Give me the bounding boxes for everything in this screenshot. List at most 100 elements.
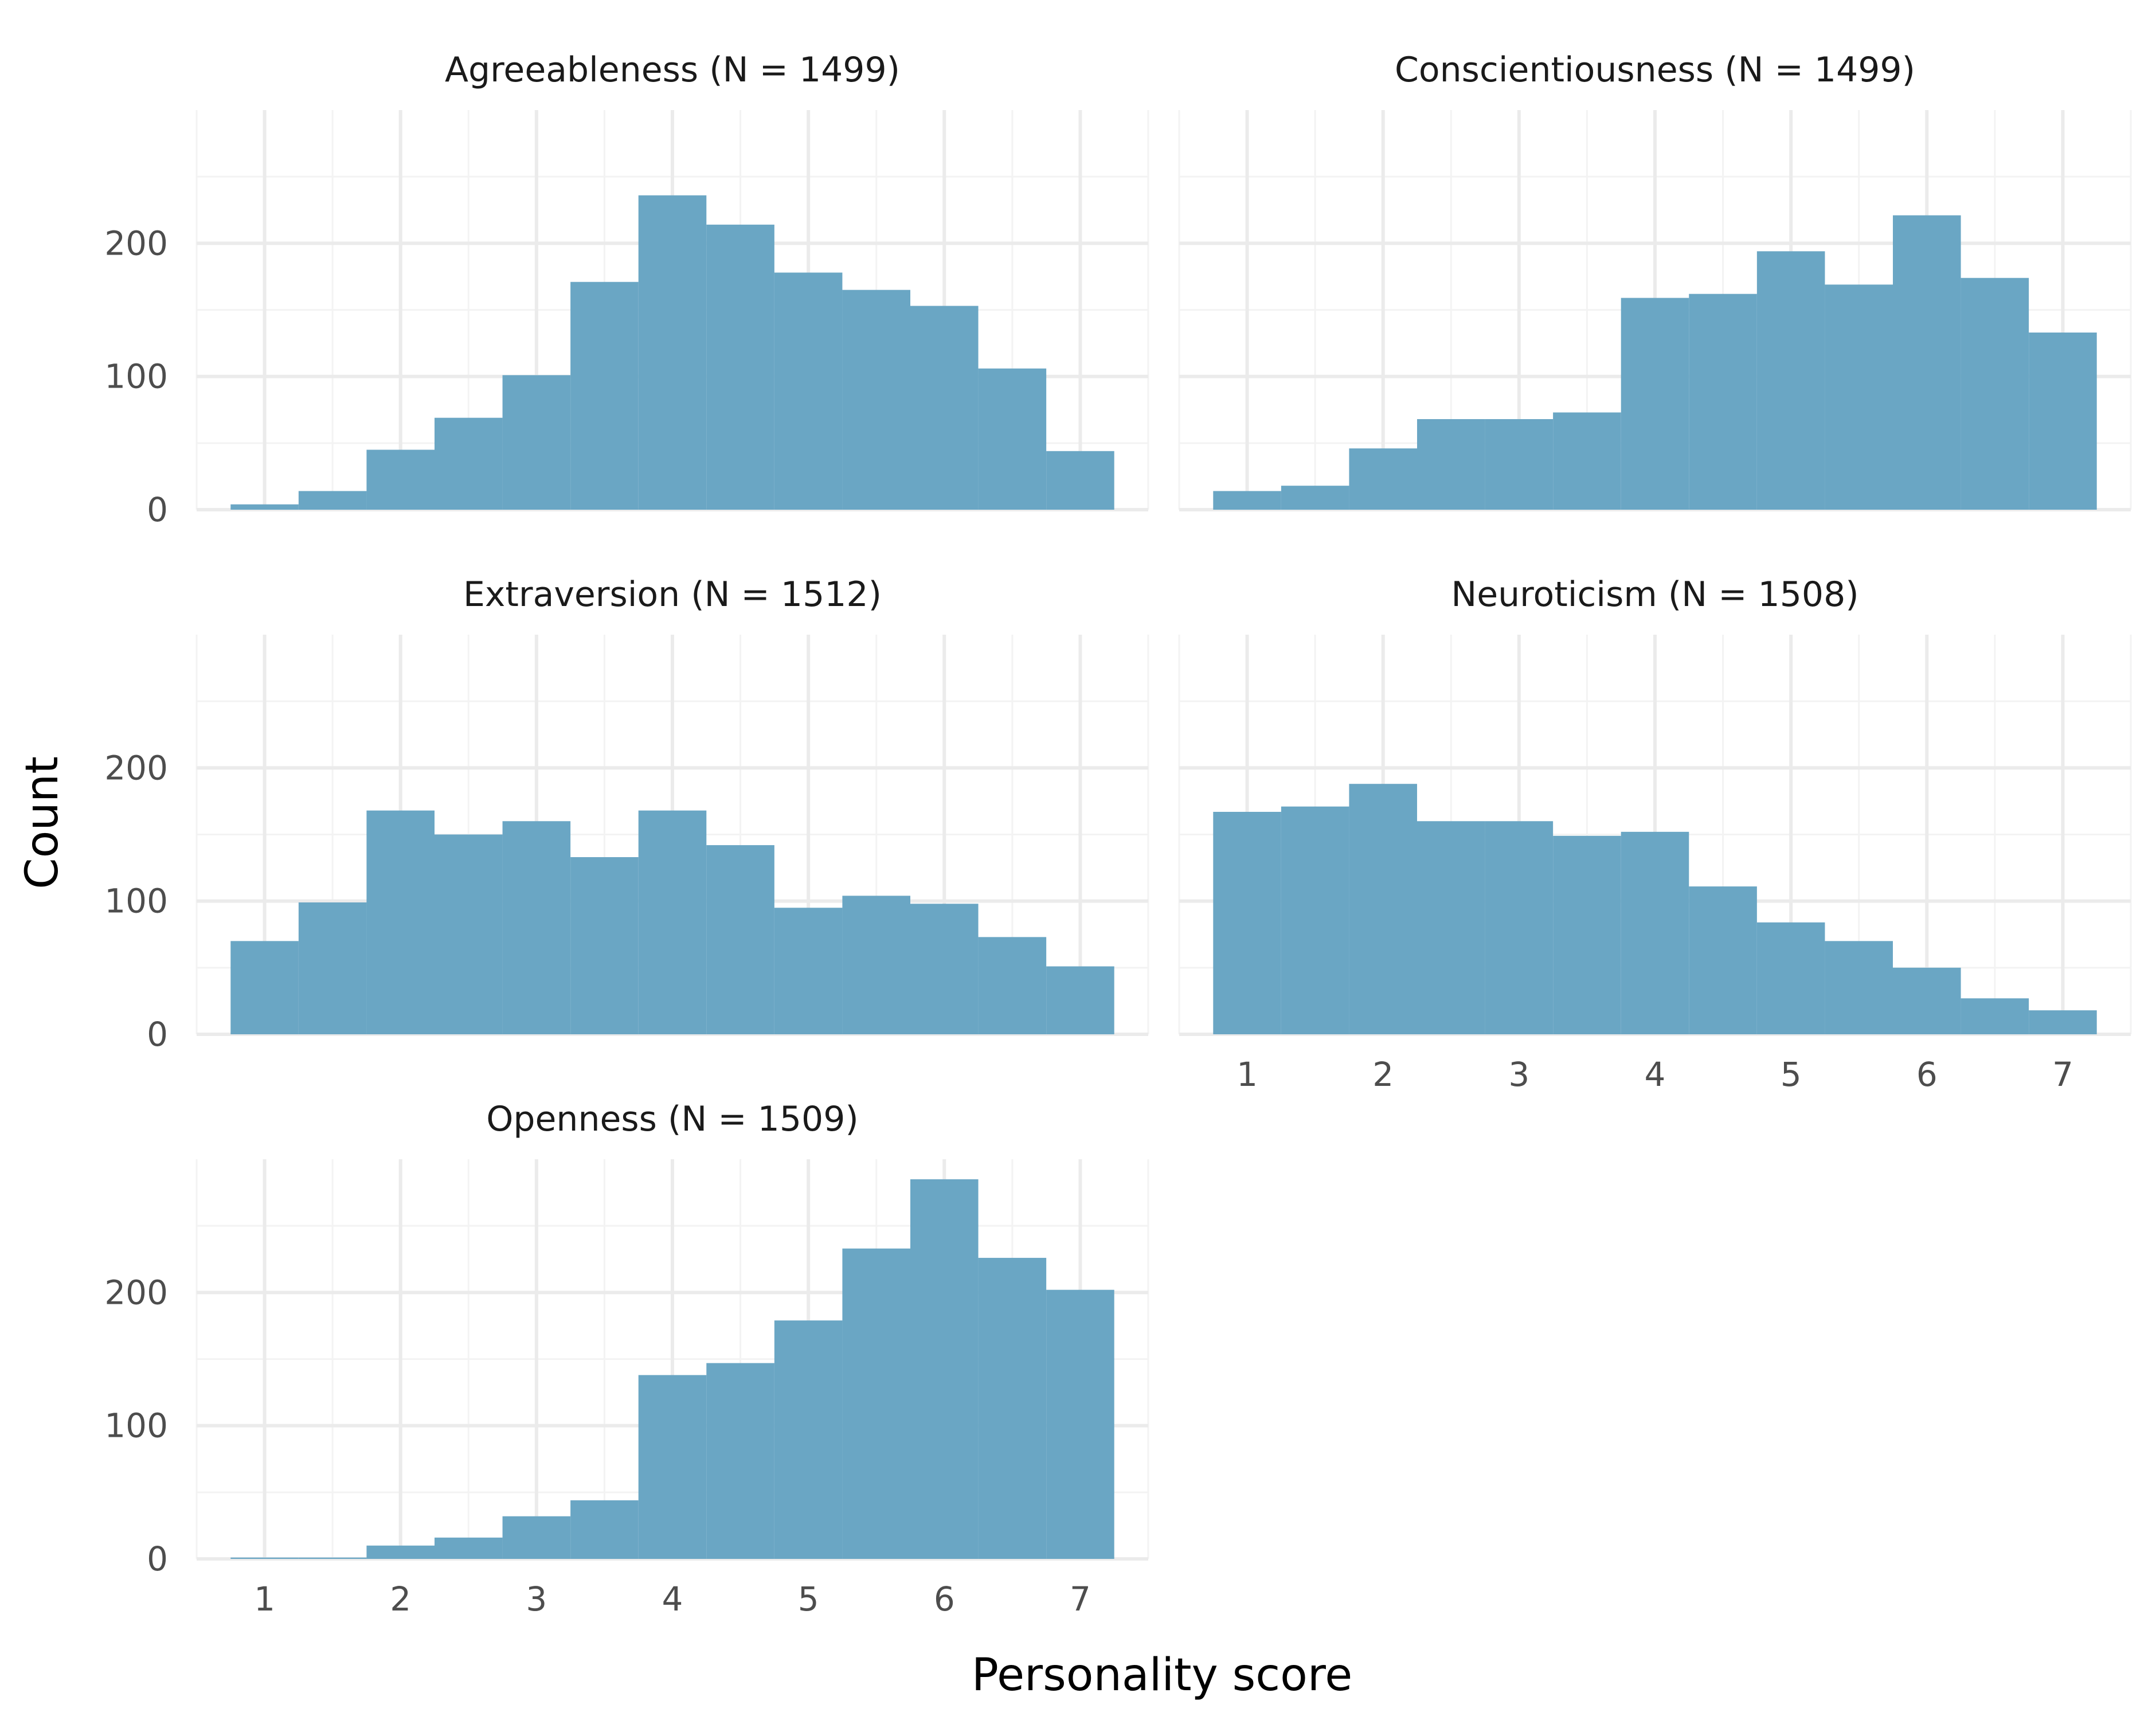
histogram-bar — [1417, 821, 1485, 1034]
x-tick-label: 1 — [254, 1580, 275, 1619]
histogram-bar — [1756, 922, 1825, 1034]
panel-openness: Openness (N = 1509) 0 100 200 1 2 3 4 5 6 7 — [104, 1099, 1149, 1619]
y-tick-label: 0 — [147, 490, 168, 529]
histogram-bar — [502, 1516, 571, 1559]
histogram-bar — [230, 1557, 299, 1559]
y-tick-label: 100 — [104, 882, 168, 921]
histogram-bar — [1893, 967, 1961, 1034]
panel-title: Openness (N = 1509) — [486, 1099, 859, 1139]
x-tick-label: 2 — [1372, 1055, 1394, 1094]
histogram-bar — [570, 1500, 639, 1559]
histogram-bar — [842, 290, 910, 510]
histogram-bar — [1553, 412, 1621, 510]
panel-title: Agreeableness (N = 1499) — [445, 50, 900, 90]
x-tick-label: 6 — [1916, 1055, 1938, 1094]
histogram-bar — [1961, 277, 2029, 510]
histogram-bar — [1046, 1289, 1114, 1559]
histogram-bar — [502, 821, 571, 1034]
histogram-bar — [366, 810, 435, 1034]
histogram-bar — [774, 272, 843, 510]
x-tick-label: 5 — [798, 1580, 819, 1619]
histogram-bar — [638, 1375, 707, 1559]
y-tick-label: 100 — [104, 1406, 168, 1445]
x-tick-label: 6 — [934, 1580, 955, 1619]
histogram-bar — [1621, 831, 1689, 1034]
histogram-bar — [638, 195, 707, 510]
histogram-bar — [910, 306, 979, 510]
histogram-bar — [1689, 294, 1757, 510]
histogram-bar — [774, 908, 843, 1034]
y-tick-label: 0 — [147, 1539, 168, 1578]
histogram-bar — [978, 1257, 1047, 1559]
histogram-bar — [435, 417, 503, 510]
x-tick-label: 4 — [1645, 1055, 1666, 1094]
histogram-bar — [1621, 298, 1689, 510]
x-tick-label: 3 — [1508, 1055, 1529, 1094]
x-tick-label: 4 — [662, 1580, 683, 1619]
x-axis-title: Personality score — [972, 1649, 1352, 1701]
histogram-bar — [1485, 821, 1554, 1034]
histogram-bar — [978, 937, 1047, 1034]
x-tick-label: 1 — [1237, 1055, 1258, 1094]
panel-title: Extraversion (N = 1512) — [463, 574, 882, 615]
panel-title: Neuroticism (N = 1508) — [1451, 574, 1858, 615]
histogram-bar — [366, 1545, 435, 1559]
histogram-bar — [1689, 886, 1757, 1034]
histogram-bar — [230, 504, 299, 510]
histogram-bar — [570, 282, 639, 510]
histogram-bar — [1756, 251, 1825, 510]
histogram-bar — [1825, 284, 1893, 510]
histogram-bar — [706, 224, 774, 510]
histogram-bar — [2029, 332, 2097, 510]
x-tick-label: 5 — [1781, 1055, 1802, 1094]
y-tick-label: 200 — [104, 224, 168, 263]
histogram-bar — [298, 902, 367, 1034]
histogram-bar — [2029, 1010, 2097, 1034]
histogram-bar — [1893, 215, 1961, 510]
histogram-bar — [1046, 966, 1114, 1034]
histogram-bar — [1046, 451, 1114, 510]
panel-conscientiousness: Conscientiousness (N = 1499) — [1178, 50, 2132, 511]
histogram-bar — [638, 810, 707, 1034]
histogram-bar — [435, 1537, 503, 1559]
histogram-bar — [570, 857, 639, 1034]
histogram-bar — [910, 904, 979, 1034]
x-tick-label: 2 — [390, 1580, 411, 1619]
histogram-bar — [978, 368, 1047, 510]
panel-extraversion: Extraversion (N = 1512) 0 100 200 — [104, 574, 1149, 1054]
histogram-bar — [842, 896, 910, 1034]
histogram-bar — [1417, 419, 1485, 510]
histogram-bar — [1281, 486, 1349, 510]
histogram-bar — [230, 941, 299, 1034]
histogram-bar — [1825, 941, 1893, 1034]
panel-neuroticism: Neuroticism (N = 1508) 1 2 3 4 5 6 7 — [1178, 574, 2132, 1094]
histogram-bar — [1213, 812, 1281, 1034]
histogram-bar — [298, 1557, 367, 1559]
histogram-bar — [435, 834, 503, 1034]
histogram-bar — [1485, 419, 1554, 510]
x-tick-label: 3 — [526, 1580, 547, 1619]
y-axis-title: Count — [17, 756, 68, 889]
histogram-bar — [502, 375, 571, 510]
histogram-bar — [774, 1320, 843, 1559]
histogram-bar — [1281, 806, 1349, 1034]
histogram-bar — [1349, 448, 1417, 510]
histogram-bar — [706, 845, 774, 1034]
panel-title: Conscientiousness (N = 1499) — [1395, 50, 1915, 90]
y-tick-label: 100 — [104, 357, 168, 396]
histogram-bar — [1961, 998, 2029, 1034]
histogram-bar — [842, 1248, 910, 1559]
histogram-bar — [910, 1179, 979, 1559]
histogram-bar — [1213, 491, 1281, 510]
histogram-bar — [706, 1363, 774, 1559]
histogram-bar — [366, 449, 435, 510]
y-tick-label: 200 — [104, 748, 168, 787]
x-tick-label: 7 — [2052, 1055, 2073, 1094]
histogram-bar — [298, 491, 367, 510]
x-tick-label: 7 — [1070, 1580, 1091, 1619]
histogram-bar — [1553, 835, 1621, 1034]
y-tick-label: 200 — [104, 1273, 168, 1312]
facet-panels: Agreeableness (N = 1499)0100200Conscient… — [104, 50, 2132, 1619]
y-tick-label: 0 — [147, 1015, 168, 1054]
